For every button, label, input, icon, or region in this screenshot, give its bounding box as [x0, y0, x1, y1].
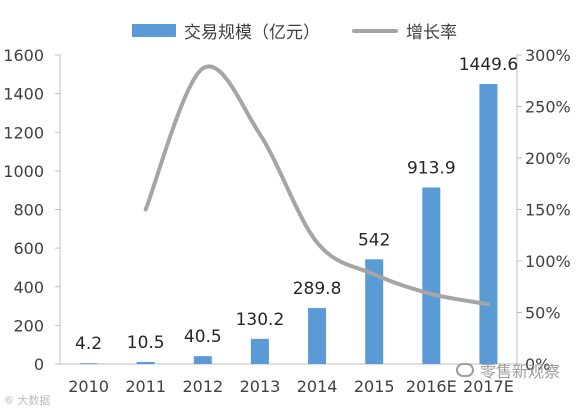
watermark-left: ⑥ 大数据 [4, 394, 51, 407]
bar-data-label: 10.5 [127, 333, 165, 353]
legend-bar-label: 交易规模（亿元） [184, 23, 320, 43]
x-tick-label: 2013 [240, 377, 281, 396]
watermark-right-label: 零售新观察 [479, 362, 560, 381]
y-left-tick-label: 1600 [3, 46, 44, 65]
x-tick-label: 2011 [125, 377, 166, 396]
y-right-tick-label: 100% [525, 252, 571, 271]
x-tick-label: 2010 [68, 377, 109, 396]
bar [365, 259, 384, 364]
y-right-tick-label: 150% [525, 201, 571, 220]
legend-line-label: 增长率 [406, 23, 457, 43]
legend-item-bars: 交易规模（亿元） [132, 18, 320, 43]
y-left-tick-label: 600 [13, 239, 44, 258]
y-left-tick-label: 1000 [3, 162, 44, 181]
y-left-tick-label: 0 [34, 355, 44, 374]
y-left-tick-label: 1200 [3, 123, 44, 142]
y-left-tick-label: 800 [13, 201, 44, 220]
bar [136, 361, 155, 364]
watermark-right: 零售新观察 [455, 358, 560, 382]
y-right-tick-label: 50% [525, 304, 561, 323]
bar-data-label: 40.5 [184, 327, 222, 347]
legend-line-swatch [352, 28, 398, 33]
bar-data-label: 1449.6 [459, 55, 518, 75]
x-tick-label: 2014 [297, 377, 338, 396]
y-right-tick-label: 0% [525, 355, 550, 374]
bar-data-label: 913.9 [407, 159, 456, 179]
y-right-tick-label: 300% [525, 46, 571, 65]
y-left-tick-label: 200 [13, 316, 44, 335]
bar-data-label: 4.2 [75, 334, 102, 354]
legend: 交易规模（亿元） 增长率 [0, 18, 582, 44]
bar [308, 308, 327, 364]
legend-bar-swatch [132, 24, 176, 37]
x-tick-label: 2017E [463, 377, 514, 396]
y-left-tick-label: 400 [13, 278, 44, 297]
y-right-tick-label: 250% [525, 98, 571, 117]
bar-data-label: 289.8 [293, 279, 342, 299]
bar-data-label: 130.2 [236, 310, 285, 330]
bar-data-label: 542 [358, 230, 390, 250]
wechat-icon [455, 363, 474, 377]
bar [193, 356, 212, 364]
bar [479, 84, 498, 365]
x-tick-label: 2012 [182, 377, 223, 396]
bar [79, 363, 98, 364]
growth-rate-line [143, 64, 491, 307]
y-left-tick-label: 1400 [3, 85, 44, 104]
legend-item-line: 增长率 [352, 18, 457, 43]
bar [250, 338, 269, 364]
x-tick-label: 2015 [354, 377, 395, 396]
x-tick-label: 2016E [406, 377, 457, 396]
y-right-tick-label: 200% [525, 149, 571, 168]
bar [422, 187, 441, 364]
